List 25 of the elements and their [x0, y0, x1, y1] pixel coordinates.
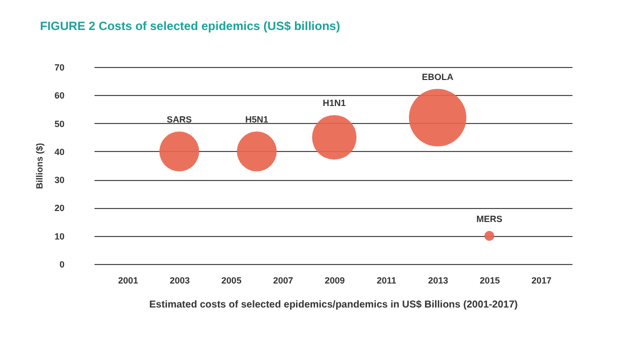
- series-label: H1N1: [322, 98, 346, 108]
- y-tick-label: 40: [54, 146, 64, 157]
- y-tick-label: 70: [54, 62, 64, 72]
- x-tick-label: 2003: [170, 276, 190, 286]
- x-tick-label: 2005: [221, 276, 242, 286]
- y-tick-label: 10: [54, 231, 64, 242]
- series-label: MERS: [476, 214, 502, 224]
- x-tick-label: 2013: [428, 276, 448, 286]
- x-tick-label: 2015: [480, 276, 500, 286]
- x-tick-label: 2011: [376, 276, 396, 286]
- y-tick-label: 20: [54, 203, 64, 214]
- x-tick-label: 2001: [118, 276, 138, 286]
- y-tick-label: 30: [54, 175, 64, 186]
- y-tick-label: 50: [54, 118, 64, 129]
- x-tick-label: 2017: [531, 276, 552, 286]
- x-axis-title: Estimated costs of selected epidemics/pandemics in US$ Billions (2001-2017): [149, 300, 518, 310]
- chart-title: FIGURE 2 Costs of selected epidemics (US$ billions): [40, 19, 340, 33]
- x-tick-label: 2009: [324, 276, 345, 286]
- x-tick-label: 2007: [273, 276, 294, 286]
- series-label: SARS: [166, 114, 192, 125]
- y-tick-label: 60: [54, 90, 64, 101]
- y-axis-title: Billions ($): [34, 142, 44, 190]
- series-label: EBOLA: [422, 72, 454, 82]
- series-label: H5N1: [245, 114, 268, 125]
- y-tick-label: 0: [59, 260, 64, 270]
